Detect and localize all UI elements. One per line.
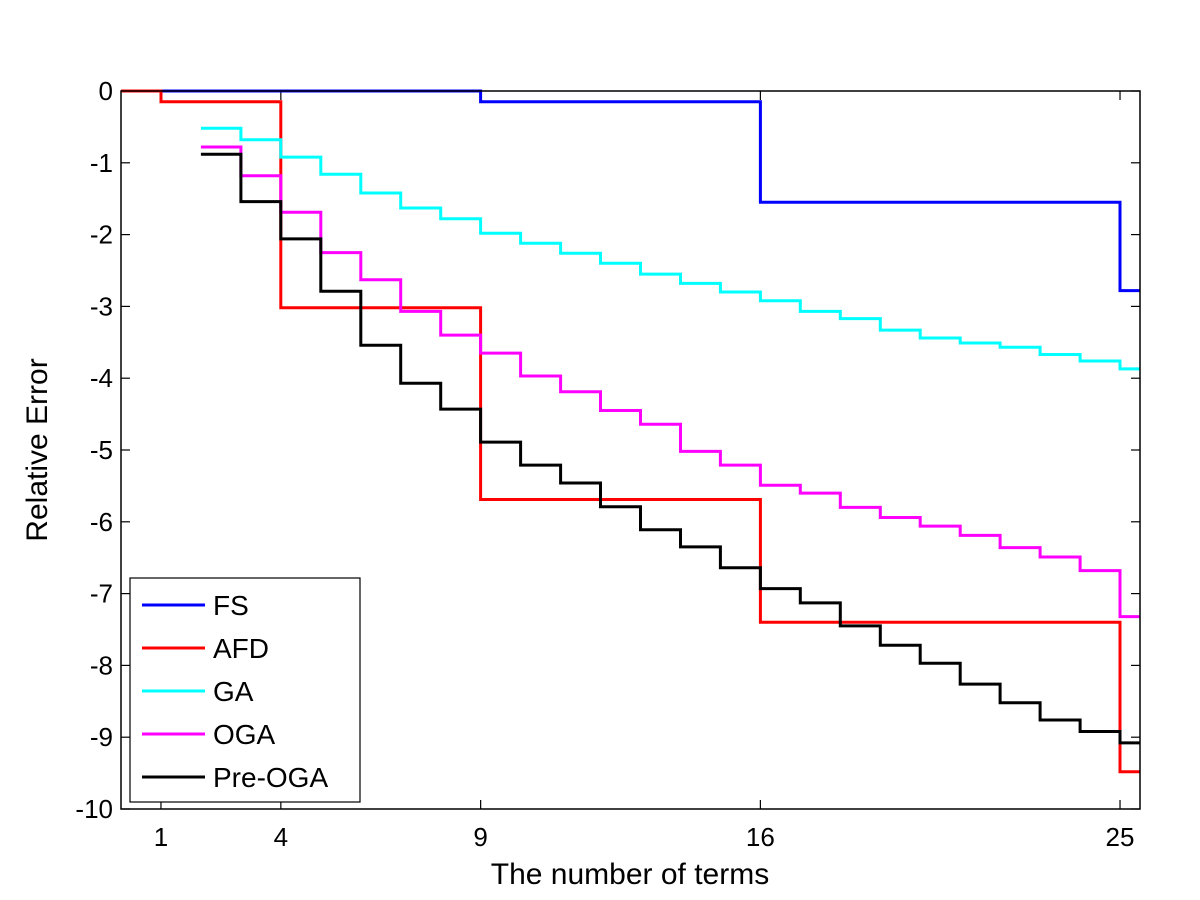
series-line-oga	[200, 145, 1140, 619]
series-layer	[121, 89, 1140, 774]
legend-label-fs: FS	[213, 590, 249, 621]
y-tick-label-10: -10	[75, 794, 113, 824]
x-tick-label-25: 25	[1106, 822, 1135, 852]
legend-label-pre-oga: Pre-OGA	[213, 762, 328, 793]
legend-label-oga: OGA	[213, 719, 276, 750]
legend-label-afd: AFD	[213, 633, 269, 664]
y-tick-label-1: -1	[90, 148, 113, 178]
legend: FS AFD GA OGA Pre-OGA	[129, 577, 361, 803]
y-tick-label-0: 0	[99, 76, 113, 106]
x-axis-label: The number of terms	[491, 858, 769, 891]
y-tick-label-8: -8	[90, 650, 113, 680]
legend-items: FS AFD GA OGA Pre-OGA	[142, 590, 328, 793]
x-tick-label-1: 1	[154, 822, 168, 852]
x-tick-label-4: 4	[274, 822, 288, 852]
x-tick-label-9: 9	[473, 822, 487, 852]
plot-frame	[120, 90, 1141, 810]
series-line-afd	[121, 89, 1140, 774]
y-tick-label-7: -7	[90, 579, 113, 609]
series-line-pre-oga	[200, 152, 1140, 745]
series-line-ga	[200, 126, 1140, 371]
y-tick-label-3: -3	[90, 291, 113, 321]
y-tick-label-2: -2	[90, 220, 113, 250]
y-tick-label-6: -6	[90, 507, 113, 537]
legend-label-ga: GA	[213, 676, 254, 707]
tick-labels-layer: 1 4 9 16 25 0 -1 -2 -3 -4 -5 -6 -7 -8 -9 -10	[75, 76, 1134, 852]
y-tick-label-5: -5	[90, 435, 113, 465]
x-tick-label-16: 16	[746, 822, 775, 852]
y-axis-label: Relative Error	[21, 358, 54, 541]
y-tick-label-9: -9	[90, 722, 113, 752]
y-tick-label-4: -4	[90, 363, 113, 393]
series-line-fs	[121, 89, 1140, 293]
